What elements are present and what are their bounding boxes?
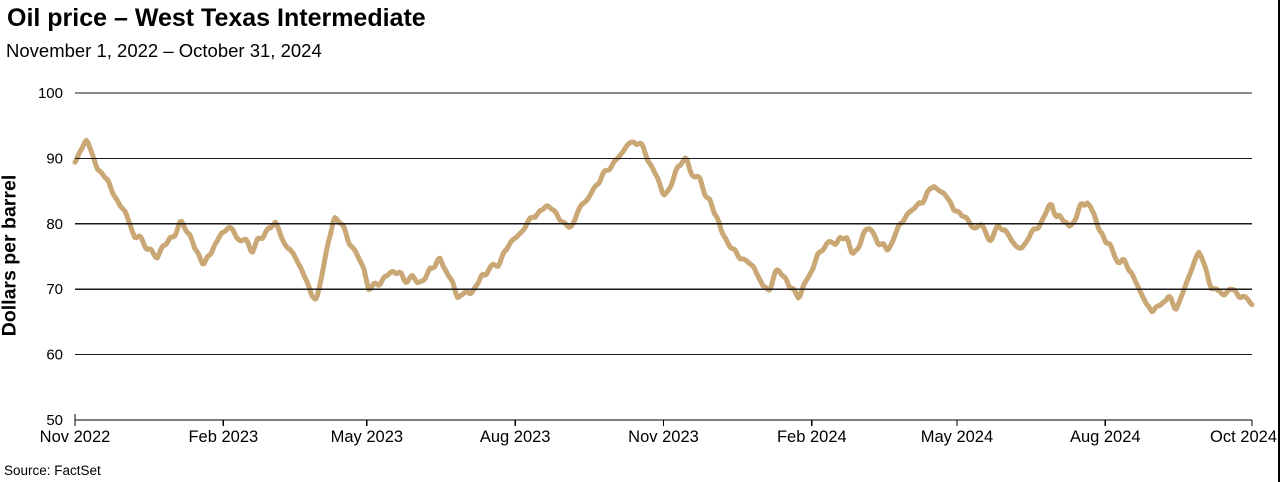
svg-text:May 2024: May 2024 (921, 428, 993, 446)
svg-text:Aug 2024: Aug 2024 (1070, 428, 1141, 446)
svg-text:60: 60 (46, 347, 63, 364)
svg-text:Aug 2023: Aug 2023 (480, 428, 551, 446)
svg-text:Nov 2022: Nov 2022 (40, 428, 111, 446)
svg-text:50: 50 (46, 412, 63, 429)
svg-text:80: 80 (46, 216, 63, 233)
svg-text:Feb 2024: Feb 2024 (777, 428, 847, 446)
svg-text:May 2023: May 2023 (331, 428, 403, 446)
svg-text:70: 70 (46, 281, 63, 298)
svg-text:Nov 2023: Nov 2023 (628, 428, 699, 446)
svg-text:100: 100 (38, 85, 63, 102)
svg-text:Oct 2024: Oct 2024 (1210, 428, 1277, 446)
svg-text:Feb 2023: Feb 2023 (188, 428, 258, 446)
svg-text:90: 90 (46, 150, 63, 167)
